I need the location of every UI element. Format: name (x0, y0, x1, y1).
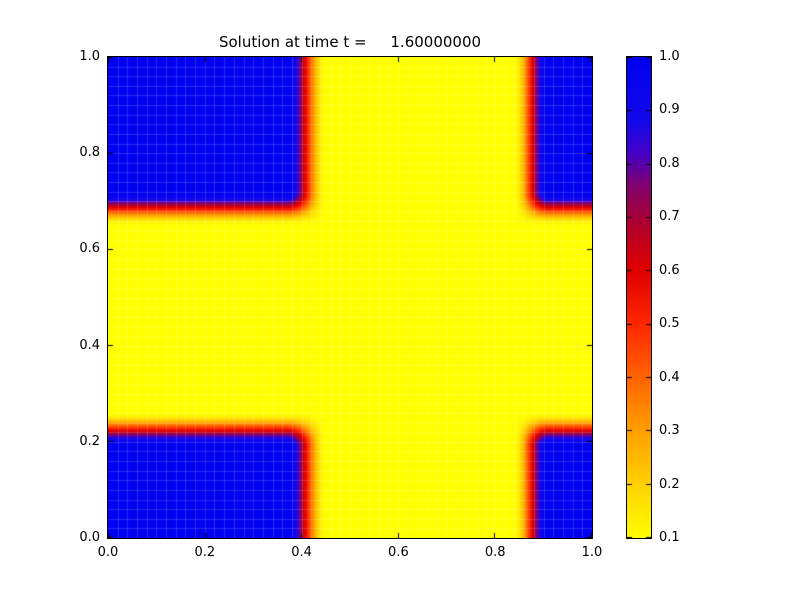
colorbar-tick-label: 0.5 (659, 316, 680, 332)
chart-title: Solution at time t = 1.60000000 (218, 33, 482, 51)
colorbar-tick-label: 0.4 (659, 369, 680, 385)
y-tick-label: 1.0 (79, 49, 100, 64)
y-tick-label: 0.2 (79, 433, 100, 449)
heatmap-canvas (108, 57, 592, 538)
colorbar-tick-label: 0.6 (659, 262, 680, 278)
y-tick-label: 0.0 (79, 530, 100, 545)
colorbar-tick-label: 0.1 (659, 530, 680, 545)
colorbar-tick-label: 0.9 (659, 102, 680, 118)
x-tick-label: 0.8 (484, 545, 506, 560)
colorbar (626, 56, 652, 539)
x-tick-label: 0.2 (194, 545, 216, 560)
y-tick-label: 0.6 (79, 241, 100, 257)
x-tick-label: 0.4 (291, 545, 312, 560)
colorbar-canvas (627, 57, 651, 538)
plot-area (107, 56, 593, 539)
y-tick-label: 0.4 (79, 337, 100, 353)
x-tick-label: 0.6 (388, 545, 409, 560)
x-tick-label: 0.0 (97, 545, 119, 560)
y-tick-label: 0.8 (79, 145, 100, 161)
colorbar-tick-label: 0.2 (659, 476, 680, 492)
colorbar-tick-label: 0.8 (659, 155, 680, 171)
colorbar-tick-label: 0.3 (659, 423, 680, 439)
x-tick-label: 1.0 (581, 545, 603, 560)
colorbar-tick-label: 1.0 (659, 49, 680, 64)
colorbar-tick-label: 0.7 (659, 209, 680, 225)
